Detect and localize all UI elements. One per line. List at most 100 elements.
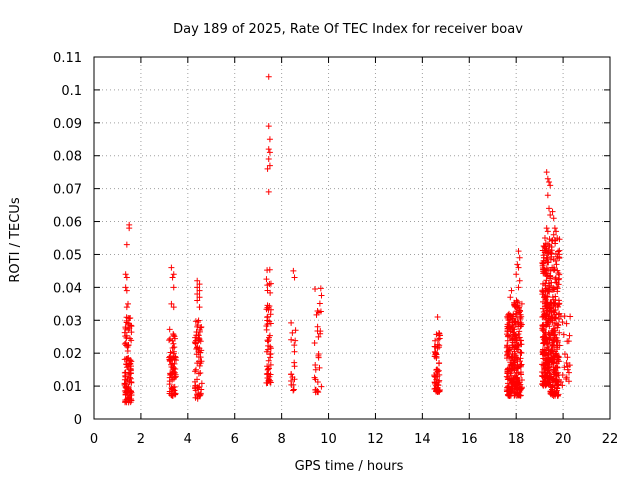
x-tick-label: 6 <box>231 432 239 447</box>
data-point <box>312 386 319 393</box>
data-point <box>512 361 519 368</box>
data-point <box>267 354 274 361</box>
data-point <box>267 361 274 368</box>
x-tick-label: 2 <box>137 432 145 447</box>
data-point <box>292 337 299 344</box>
data-point <box>121 369 128 376</box>
data-point <box>541 266 548 273</box>
data-point <box>195 348 202 355</box>
data-point <box>516 309 523 316</box>
data-point <box>127 357 134 364</box>
data-point <box>546 205 553 212</box>
data-point <box>124 355 131 362</box>
data-point <box>512 332 519 339</box>
data-point <box>544 192 551 199</box>
data-point <box>166 388 173 395</box>
data-point <box>128 389 135 396</box>
data-point <box>166 337 173 344</box>
data-point <box>517 358 524 365</box>
data-point <box>542 329 549 336</box>
y-tick-label: 0.07 <box>53 183 82 198</box>
data-point <box>511 318 518 325</box>
data-point <box>563 320 570 327</box>
data-point <box>194 284 201 291</box>
data-point <box>433 331 440 338</box>
y-tick-labels: 0 0.01 0.02 0.03 0.04 0.05 0.06 0.07 0.08 0.09 0.1… <box>53 51 82 428</box>
data-point <box>194 297 201 304</box>
data-point <box>555 270 562 277</box>
data-point <box>517 363 524 370</box>
data-point <box>549 339 556 346</box>
x-tick-label: 0 <box>90 432 98 447</box>
data-point <box>436 332 443 339</box>
data-point <box>551 266 558 273</box>
data-point <box>559 319 566 326</box>
data-point <box>265 188 272 195</box>
data-point <box>193 329 200 336</box>
data-point <box>547 267 554 274</box>
data-point <box>312 376 319 383</box>
data-point <box>290 387 297 394</box>
data-point <box>267 311 274 318</box>
data-point <box>318 383 325 390</box>
data-point <box>312 285 319 292</box>
data-point <box>169 376 176 383</box>
y-tick-label: 0.1 <box>61 84 82 99</box>
data-point <box>122 391 129 398</box>
data-point <box>513 337 520 344</box>
data-point <box>198 380 205 387</box>
data-point <box>543 225 550 232</box>
data-point <box>127 314 134 321</box>
data-point <box>548 347 555 354</box>
data-point <box>504 376 511 383</box>
y-tick-label: 0.04 <box>53 281 82 296</box>
y-tick-label: 0.08 <box>53 150 82 165</box>
data-point <box>128 397 135 404</box>
data-point <box>126 325 133 332</box>
data-point <box>435 367 442 374</box>
data-point <box>169 370 176 377</box>
data-point <box>314 308 321 315</box>
data-point <box>171 360 178 367</box>
data-point <box>552 315 559 322</box>
data-point <box>505 323 512 330</box>
data-point <box>515 264 522 271</box>
data-point <box>263 379 270 386</box>
data-point <box>564 354 571 361</box>
data-point <box>553 350 560 357</box>
data-point <box>265 366 272 373</box>
data-point <box>194 323 201 330</box>
data-point <box>121 340 128 347</box>
data-point <box>267 280 274 287</box>
data-point <box>507 370 514 377</box>
data-point <box>192 394 199 401</box>
data-point <box>514 355 521 362</box>
data-point <box>316 364 323 371</box>
data-point <box>553 338 560 345</box>
data-point <box>192 384 199 391</box>
data-point <box>266 149 273 156</box>
data-point <box>125 342 132 349</box>
data-point <box>516 254 523 261</box>
data-point <box>317 285 324 292</box>
data-point <box>546 282 553 289</box>
data-point <box>288 336 295 343</box>
data-point <box>543 270 550 277</box>
data-point <box>432 374 439 381</box>
data-point <box>512 303 519 310</box>
data-point <box>512 310 519 317</box>
y-tick-label: 0 <box>74 413 82 428</box>
data-point <box>550 231 557 238</box>
data-point <box>565 369 572 376</box>
data-point <box>516 277 523 284</box>
data-point <box>504 328 511 335</box>
data-point <box>549 327 556 334</box>
data-point <box>565 338 572 345</box>
data-point <box>504 388 511 395</box>
data-point <box>514 319 521 326</box>
data-point <box>170 340 177 347</box>
x-tick-labels: 0 2 4 6 8 10 12 14 16 18 20 22 <box>90 432 618 447</box>
data-point <box>549 342 556 349</box>
data-point <box>549 348 556 355</box>
